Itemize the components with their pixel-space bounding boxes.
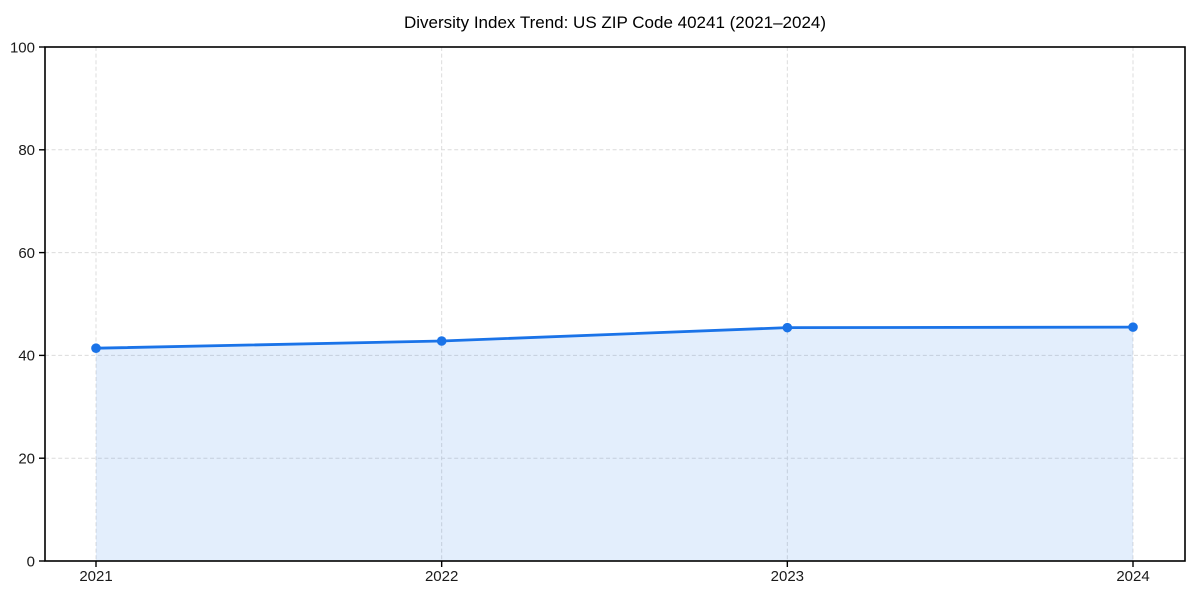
tick-labels: 0 20 40 60 80 100 2021 2022 2023 2024: [10, 39, 1150, 585]
data-point: [436, 336, 447, 346]
gridlines: [45, 47, 1185, 561]
y-tick-label: 80: [18, 142, 35, 159]
y-tick-label: 100: [10, 39, 35, 56]
x-tick-label: 2023: [771, 568, 804, 585]
y-tick-label: 40: [18, 348, 35, 365]
area-under-line: [96, 327, 1133, 561]
chart-title: Diversity Index Trend: US ZIP Code 40241…: [404, 13, 826, 32]
axes-spines: [44, 46, 1186, 562]
data-point: [782, 322, 793, 333]
data-point: [1128, 322, 1138, 332]
plot-border: [44, 46, 1186, 562]
y-tick-label: 60: [18, 245, 35, 262]
y-tick-label: 20: [18, 450, 35, 467]
data-point: [91, 343, 101, 354]
x-tick-label: 2024: [1116, 568, 1149, 585]
series-line: [94, 325, 1135, 350]
x-tick-label: 2022: [425, 568, 458, 585]
y-tick-label: 0: [27, 553, 35, 570]
trend-line: [94, 325, 1135, 350]
data-points: [91, 322, 1138, 354]
area-fill: [96, 327, 1133, 561]
x-tick-label: 2021: [79, 568, 112, 585]
